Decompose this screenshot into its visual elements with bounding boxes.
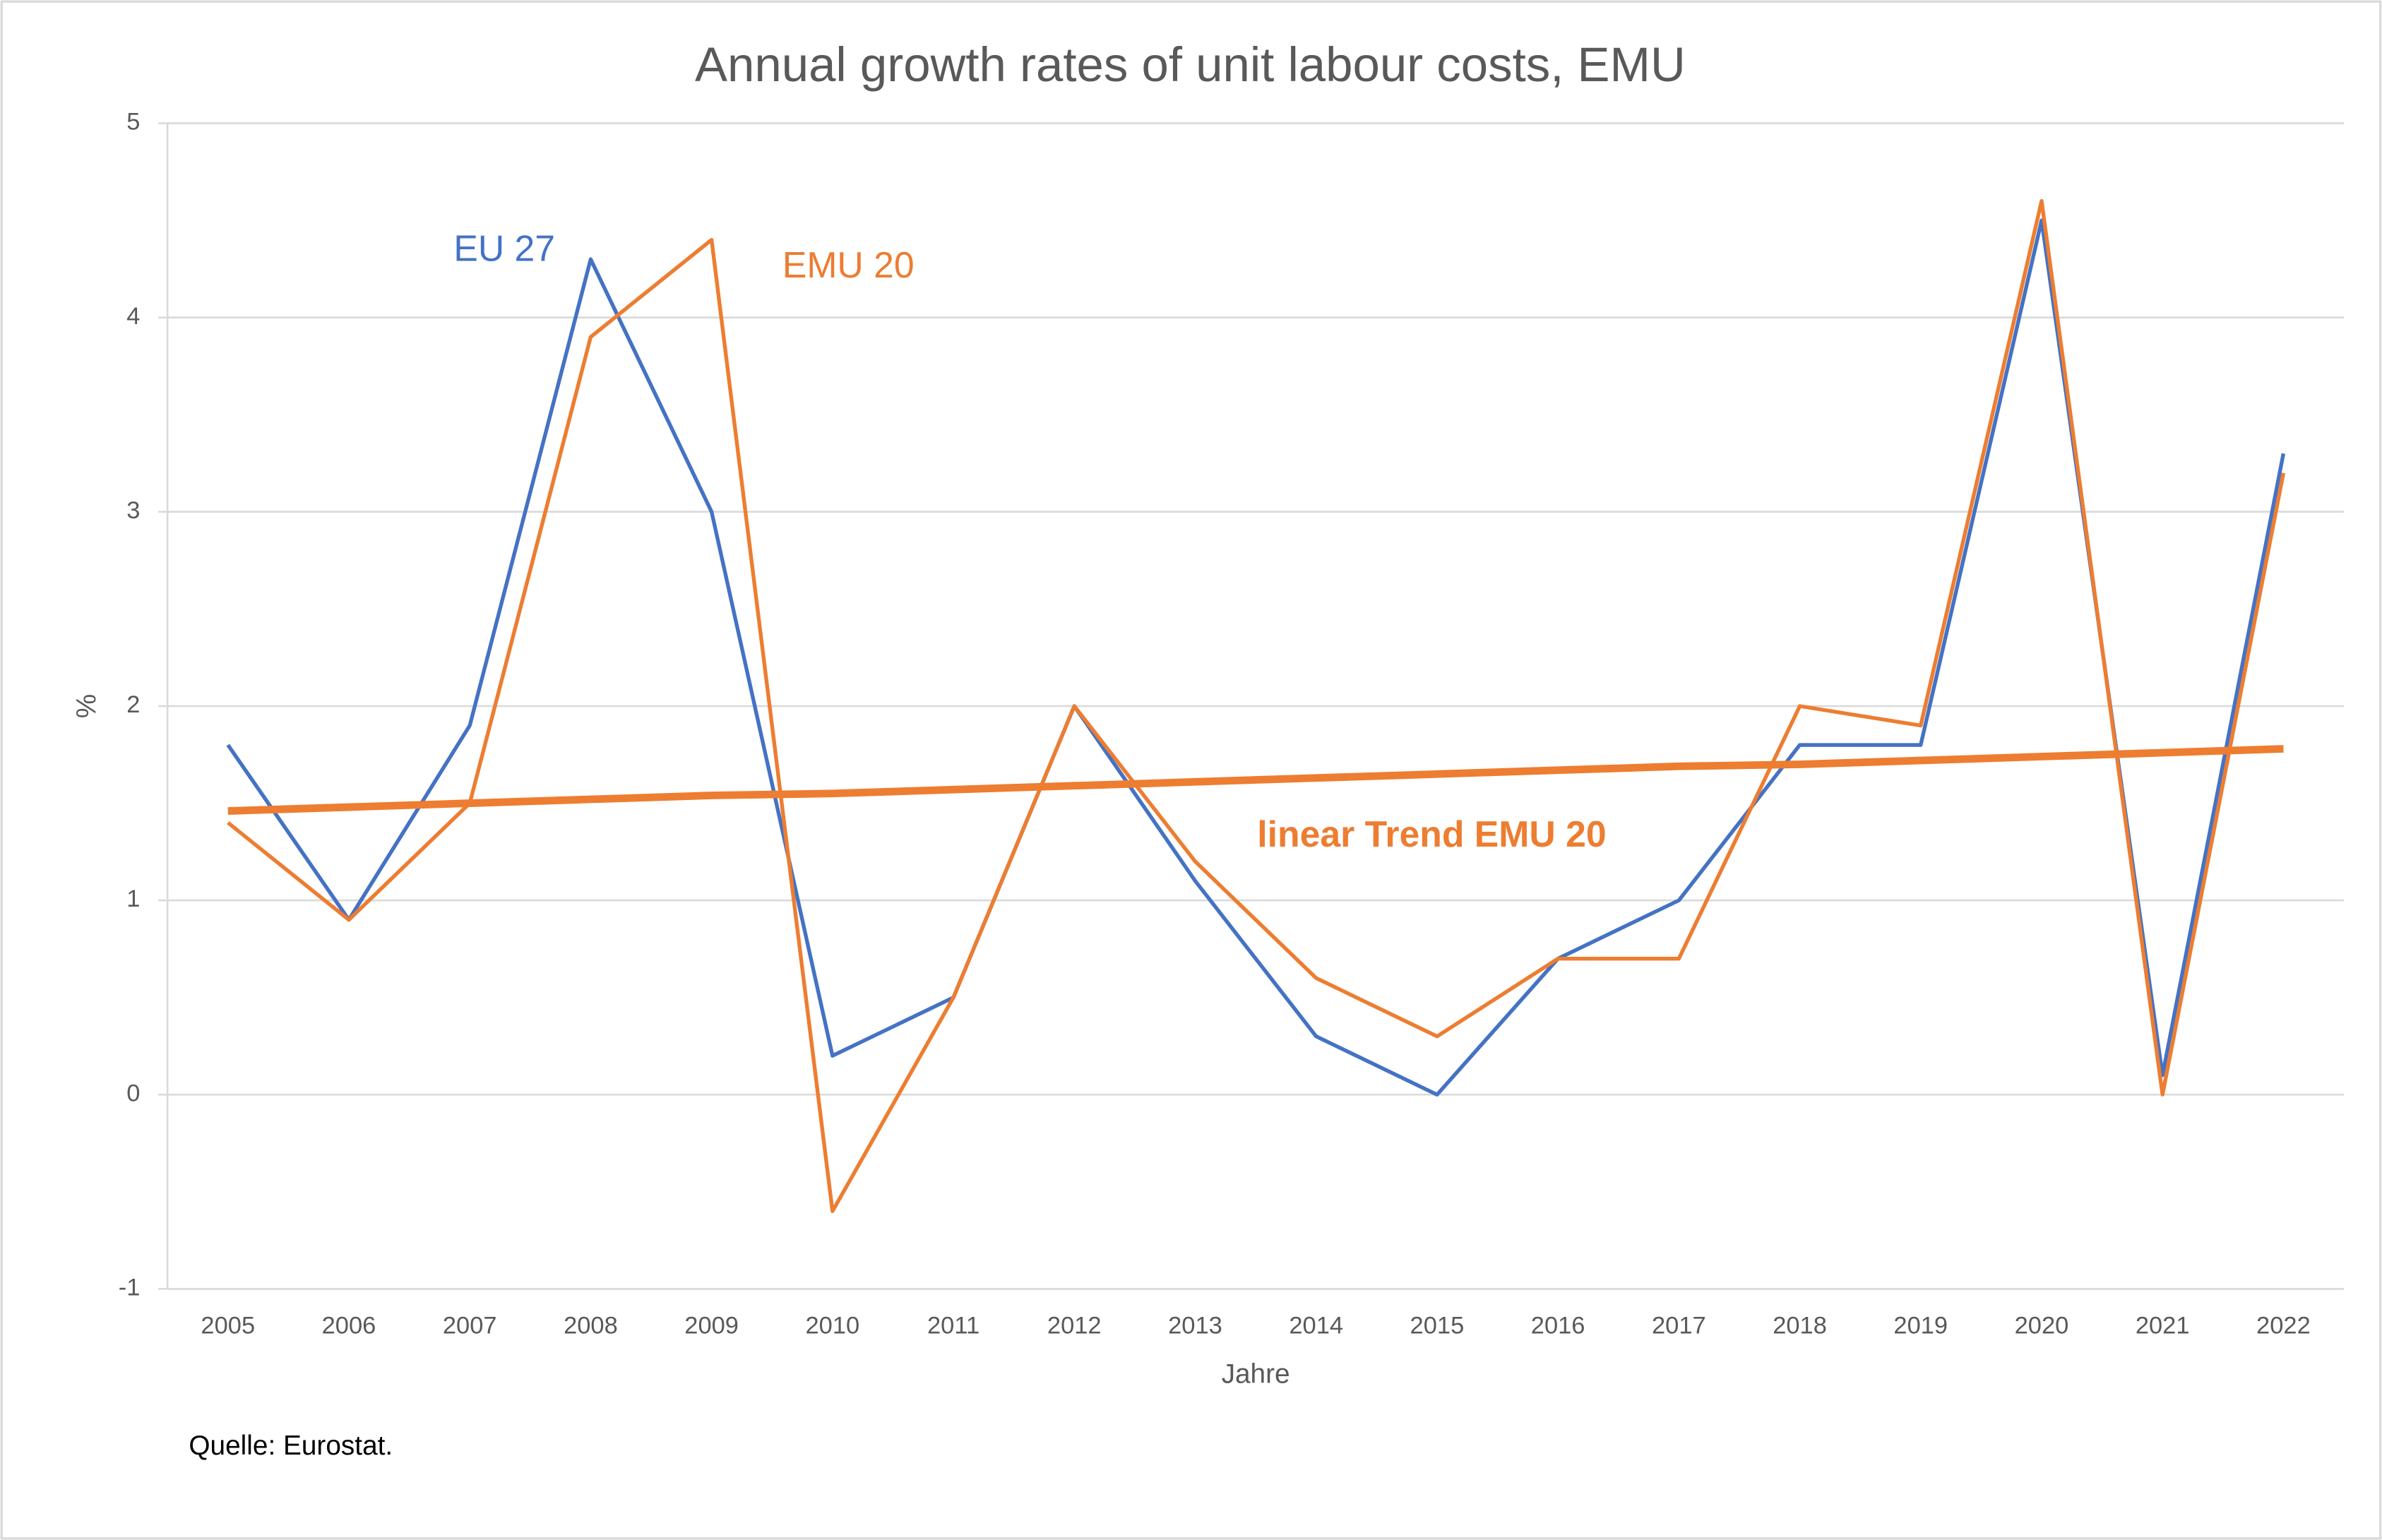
x-tick-label: 2021: [2136, 1312, 2190, 1339]
x-tick-label: 2005: [201, 1312, 255, 1339]
x-tick-label: 2009: [684, 1312, 739, 1339]
y-tick-label: 3: [126, 497, 140, 524]
y-axis-label: %: [71, 694, 102, 718]
series-line: [227, 198, 2286, 1214]
x-tick-label: 2012: [1047, 1312, 1102, 1339]
series-label: EU 27: [453, 227, 555, 268]
series-line: [226, 218, 2286, 1097]
source-note: Quelle: Eurostat.: [189, 1431, 393, 1461]
y-tick-label: 4: [126, 303, 140, 330]
y-tick-label: 2: [126, 691, 140, 718]
series-line: [227, 745, 2284, 815]
x-tick-label: 2022: [2256, 1312, 2311, 1339]
y-tick-label: 1: [126, 885, 140, 912]
x-tick-label: 2008: [564, 1312, 618, 1339]
y-tick-label: 5: [126, 109, 140, 136]
x-tick-label: 2007: [443, 1312, 497, 1339]
x-tick-label: 2010: [806, 1312, 860, 1339]
x-tick-label: 2020: [2015, 1312, 2069, 1339]
y-tick-label: -1: [119, 1275, 141, 1301]
x-tick-label: 2015: [1410, 1312, 1465, 1339]
chart-title: Annual growth rates of unit labour costs…: [695, 37, 1686, 92]
x-tick-label: 2017: [1652, 1312, 1706, 1339]
x-tick-label: 2018: [1773, 1312, 1827, 1339]
x-tick-label: 2011: [927, 1312, 979, 1339]
x-tick-label: 2013: [1168, 1312, 1222, 1339]
x-tick-label: 2019: [1893, 1312, 1948, 1339]
x-tick-label: 2016: [1531, 1312, 1585, 1339]
series-label: EMU 20: [782, 244, 915, 285]
x-tick-label: 2006: [322, 1312, 376, 1339]
x-axis-label: Jahre: [1222, 1359, 1290, 1389]
y-tick-label: 0: [126, 1080, 140, 1106]
x-tick-label: 2014: [1289, 1312, 1343, 1339]
series-label: linear Trend EMU 20: [1257, 813, 1606, 854]
